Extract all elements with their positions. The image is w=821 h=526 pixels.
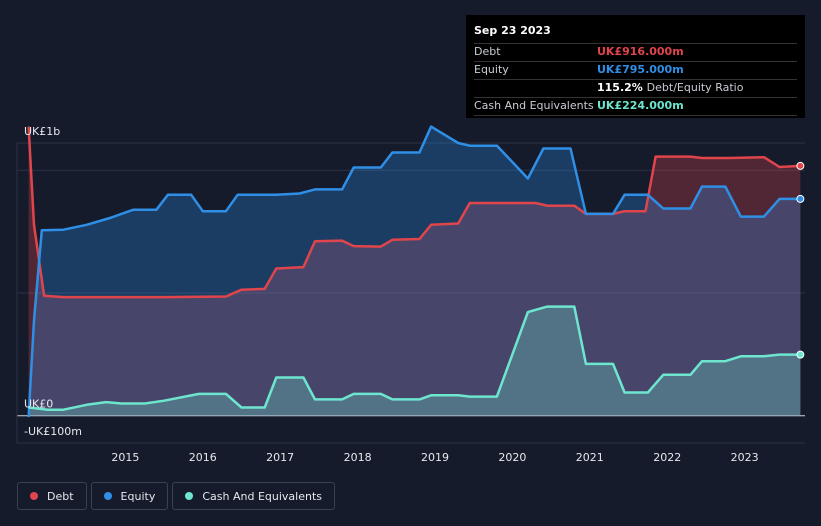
legend-dot-icon xyxy=(30,492,38,500)
series-end-marker xyxy=(796,350,805,359)
tooltip-label: Equity xyxy=(474,63,509,76)
tooltip-label: Cash And Equivalents xyxy=(474,99,594,112)
series-lines xyxy=(27,125,805,418)
tooltip-panel: Sep 23 2023 Debt UK£916.000m Equity UK£7… xyxy=(466,15,805,118)
x-tick-label: 2016 xyxy=(189,451,217,464)
series-area xyxy=(28,306,801,416)
ratio-suffix: Debt/Equity Ratio xyxy=(646,81,744,94)
tooltip-row-debt: Debt UK£916.000m xyxy=(474,43,797,61)
series-areas xyxy=(28,126,801,418)
series-area xyxy=(28,126,801,418)
y-tick-label: UK£1b xyxy=(24,125,60,138)
tooltip-label: Debt xyxy=(474,45,501,58)
x-tick-label: 2017 xyxy=(266,451,294,464)
series-line xyxy=(28,305,801,411)
legend-item-equity[interactable]: Equity xyxy=(90,482,169,510)
legend-item-cash[interactable]: Cash And Equivalents xyxy=(172,482,335,510)
legend-dot-icon xyxy=(185,492,194,500)
tooltip-row-cash: Cash And Equivalents UK£224.000m xyxy=(474,97,797,116)
tooltip-value: UK£224.000m xyxy=(597,99,684,112)
tooltip-row-equity: Equity UK£795.000m xyxy=(474,61,797,79)
chart-legend: Debt Equity Cash And Equivalents xyxy=(17,482,335,510)
legend-label: Debt xyxy=(47,489,74,503)
x-tick-label: 2015 xyxy=(111,451,139,464)
ratio-value: 115.2% xyxy=(597,81,643,94)
x-tick-label: 2021 xyxy=(576,451,604,464)
axis-labels: UK£1b UK£0 -UK£100m 2015 2016 2017 2018 2019 202… xyxy=(24,125,759,464)
x-tick-label: 2019 xyxy=(421,451,449,464)
tooltip-date: Sep 23 2023 xyxy=(474,24,551,37)
x-tick-label: 2022 xyxy=(653,451,681,464)
y-tick-label: -UK£100m xyxy=(24,425,82,438)
x-tick-label: 2023 xyxy=(731,451,759,464)
series-line xyxy=(27,126,801,299)
x-tick-label: 2020 xyxy=(498,451,526,464)
legend-item-debt[interactable]: Debt xyxy=(17,482,87,510)
grid-lines xyxy=(16,142,805,444)
tooltip-value: UK£795.000m xyxy=(597,63,684,76)
y-tick-label: UK£0 xyxy=(24,398,53,411)
legend-label: Cash And Equivalents xyxy=(202,489,322,503)
series-line xyxy=(27,125,801,418)
legend-dot-icon xyxy=(103,492,112,500)
series-end-marker xyxy=(796,161,805,170)
x-tick-label: 2018 xyxy=(344,451,372,464)
series-end-marker xyxy=(796,194,805,203)
tooltip-label xyxy=(474,80,597,97)
tooltip-value: 115.2% Debt/Equity Ratio xyxy=(597,80,743,97)
tooltip-row-ratio: 115.2% Debt/Equity Ratio xyxy=(474,79,797,97)
legend-label: Equity xyxy=(120,489,156,503)
series-area xyxy=(28,126,801,416)
tooltip-value: UK£916.000m xyxy=(597,45,684,58)
